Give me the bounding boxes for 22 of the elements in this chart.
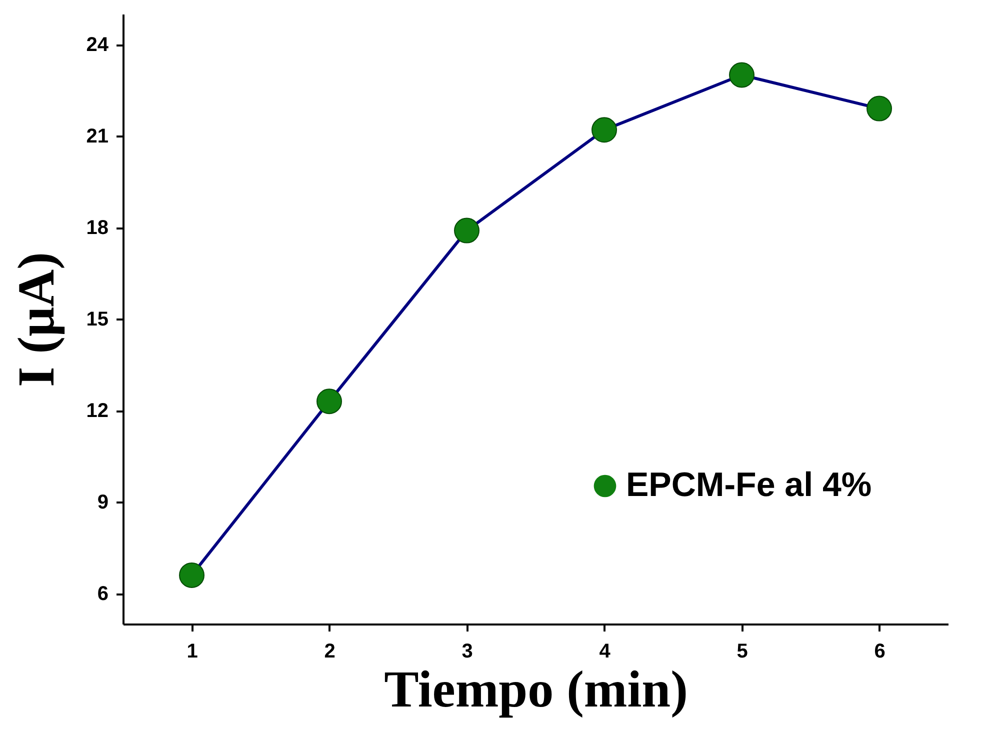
- y-tick-label: 18: [86, 217, 108, 239]
- y-axis-title: I (μA): [8, 252, 66, 387]
- x-tick-label: 5: [736, 640, 748, 662]
- point: [179, 562, 204, 588]
- y-tick-label: 21: [86, 126, 108, 148]
- y-tick-label: 24: [86, 34, 110, 56]
- x-tick-label: 4: [599, 640, 612, 662]
- point: [866, 96, 892, 122]
- x-tick-label: 3: [462, 640, 473, 662]
- y-tick-label: 15: [86, 308, 108, 330]
- point: [592, 117, 617, 143]
- legend-label: EPCM-Fe al 4%: [626, 466, 872, 504]
- x-axis-title: Tiempo (min): [384, 662, 688, 718]
- point: [729, 62, 754, 88]
- point: [454, 218, 480, 244]
- y-tick-label: 12: [86, 400, 108, 422]
- point: [316, 388, 342, 414]
- y-tick-label: 6: [97, 583, 108, 605]
- x-tick-label: 6: [874, 640, 886, 662]
- y-tick-label: 9: [97, 492, 108, 514]
- x-tick-label: 1: [186, 640, 198, 662]
- x-tick-label: 2: [324, 640, 336, 662]
